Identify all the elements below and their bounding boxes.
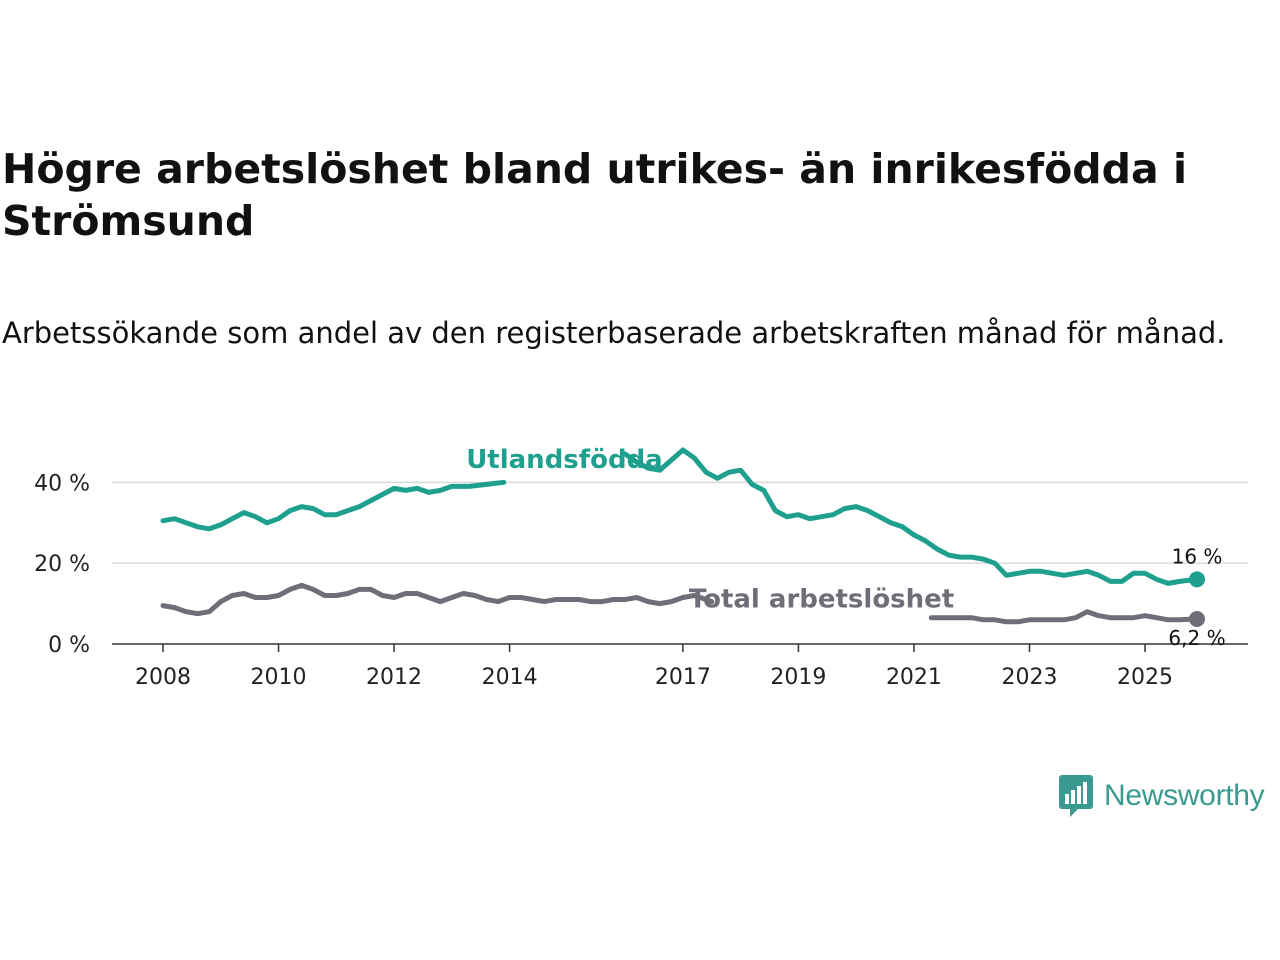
x-tick-label: 2010: [251, 665, 307, 690]
x-tick-label: 2021: [886, 665, 942, 690]
series-end-dot: [1189, 571, 1205, 588]
x-tick-label: 2017: [655, 665, 711, 690]
series-end-dot: [1189, 610, 1205, 627]
series-end-label: 6,2 %: [1168, 626, 1225, 650]
series-line-utlandsfodda: [160, 479, 507, 532]
x-tick-label: 2019: [770, 665, 826, 690]
line-chart: 0 % 20 % 40 % 2008 2010 2012 2014 2017 2019 2021…: [34, 445, 1248, 690]
bar-chart-icon: [1059, 775, 1093, 817]
y-tick-label: 0 %: [48, 633, 90, 658]
series-labels: 16 % 6,2 % Utlandsfödda Total arbetslöshet: [466, 445, 1225, 650]
chart-subtitle: Arbetssökande som andel av den registerb…: [2, 316, 1226, 350]
x-tick-label: 2012: [366, 665, 422, 690]
x-tick-label: 2023: [1001, 665, 1057, 690]
x-axis: 2008 2010 2012 2014 2017 2019 2021 2023 2025: [135, 644, 1173, 690]
grid-lines: 0 % 20 % 40 %: [34, 471, 1248, 658]
brand-name: Newsworthy: [1104, 779, 1265, 812]
series-lines: [160, 447, 1205, 627]
series-end-label: 16 %: [1172, 544, 1223, 568]
x-tick-label: 2025: [1117, 665, 1173, 690]
y-tick-label: 40 %: [34, 471, 90, 496]
x-tick-label: 2014: [482, 665, 538, 690]
x-tick-label: 2008: [135, 665, 191, 690]
chart-title: Högre arbetslöshet bland utrikes- än inr…: [2, 145, 1187, 245]
series-label-total: Total arbetslöshet: [689, 585, 954, 615]
series-line-total: [928, 609, 1200, 625]
series-label-utlandsfodda: Utlandsfödda: [466, 445, 663, 475]
newsworthy-logo: Newsworthy: [1058, 774, 1265, 818]
series-line-utlandsfodda: [622, 447, 1200, 586]
y-tick-label: 20 %: [34, 552, 90, 577]
series-line-total: [160, 582, 715, 617]
